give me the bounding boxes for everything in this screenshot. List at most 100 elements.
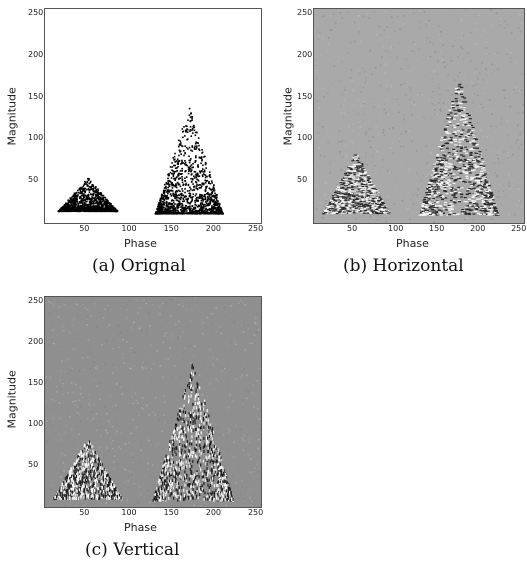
data-point [351,201,355,203]
data-point [183,196,186,198]
data-point [181,181,184,184]
data-point [431,199,435,201]
data-point [187,184,190,187]
data-point [450,154,454,156]
data-point [213,189,216,192]
data-point [86,183,88,186]
data-point [483,209,487,211]
data-point [87,193,90,196]
data-point [477,161,481,163]
data-point [451,175,455,178]
data-point [453,114,457,117]
data-point [99,208,101,211]
data-point [340,208,344,210]
data-point [157,209,160,211]
data-point [336,205,340,207]
data-point [439,167,443,169]
data-point [154,212,157,215]
data-point [455,114,459,116]
data-point [84,208,86,211]
data-point [429,208,433,210]
data-point [461,101,465,103]
data-point [475,180,479,182]
data-point [165,201,168,204]
data-point [361,180,365,182]
data-point [99,202,101,204]
data-point [90,198,93,200]
data-point [376,198,380,200]
data-point [367,182,371,185]
data-point [177,203,180,205]
data-point [376,205,380,207]
data-point [332,200,336,202]
data-point [174,152,176,155]
data-point [81,207,83,210]
data-point [452,133,456,135]
data-point [184,191,186,194]
data-point [173,177,175,180]
data-point [352,164,356,166]
data-point [190,157,192,160]
data-point [487,189,491,192]
data-point [370,194,374,196]
data-point [345,208,349,210]
data-point [173,155,176,158]
data-point [360,175,364,177]
data-point [377,202,381,204]
data-point [160,199,162,201]
data-point [213,199,215,201]
data-point [174,191,177,194]
data-point [351,177,355,179]
data-point [366,186,370,188]
data-point [348,188,352,191]
data-point [169,208,171,210]
data-point [70,199,73,201]
data-point [381,205,385,207]
data-point [366,196,370,199]
data-point [432,205,436,207]
data-point [177,183,180,186]
data-point [98,205,100,208]
data-point [84,190,87,192]
data-point [483,193,487,195]
data-point [191,150,194,152]
data-point [475,143,479,145]
data-point [457,186,461,188]
data-point [74,206,76,208]
data-point [189,196,192,199]
data-point [111,208,113,210]
data-point [352,169,356,172]
data-point [99,210,102,213]
data-point [345,205,349,207]
data-point [438,205,442,207]
data-point [192,162,194,165]
data-point [71,206,74,208]
data-point [452,167,456,169]
data-point [168,191,171,193]
data-point [324,212,328,214]
data-point [107,208,109,211]
data-point [209,193,212,195]
data-point [468,192,472,195]
data-point [193,177,196,179]
data-point [366,189,370,191]
data-point [431,169,435,171]
data-point [194,156,197,159]
data-point [217,206,219,209]
data-point [467,124,471,127]
data-point [456,146,460,148]
data-point [372,188,376,190]
data-point [103,202,106,205]
data-point [462,106,466,109]
data-point [68,199,71,202]
data-point [212,211,215,214]
data-point [202,212,205,214]
data-point [67,199,69,202]
data-point [199,193,201,196]
data-point [356,167,360,169]
data-point [190,169,193,171]
data-point [71,196,74,198]
data-point [343,196,347,198]
data-point [355,211,359,213]
data-point [81,202,83,204]
